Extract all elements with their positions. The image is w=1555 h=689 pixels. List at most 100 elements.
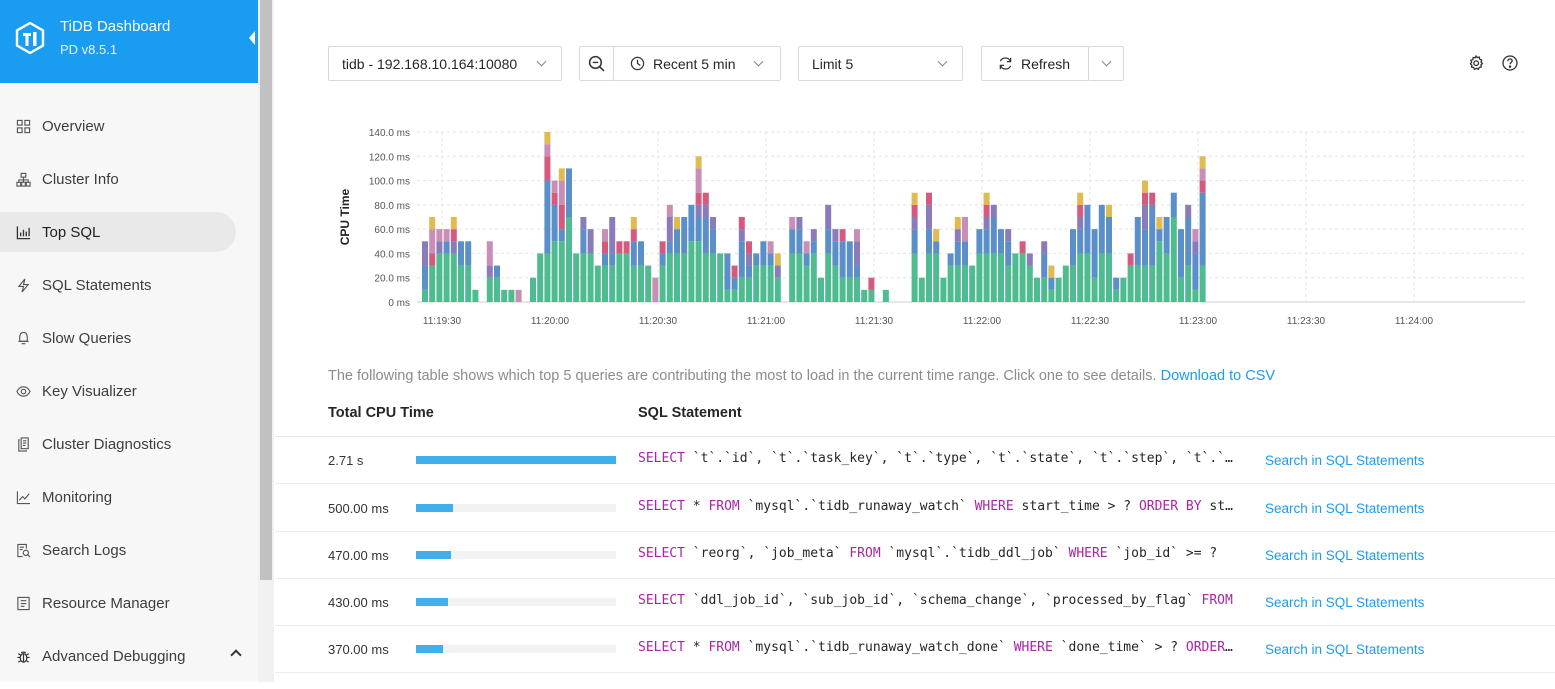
chart-bar-segment xyxy=(472,289,479,302)
sidebar-item-advanced-debugging[interactable]: Advanced Debugging xyxy=(0,636,258,676)
chart-bar-segment xyxy=(832,241,839,266)
y-tick-label: 60.0 ms xyxy=(374,225,410,236)
lightning-icon xyxy=(16,278,31,293)
chart-bar-segment xyxy=(443,229,450,242)
chart-bar-segment xyxy=(558,204,565,230)
chart-bar-segment xyxy=(1091,277,1098,302)
limit-select[interactable]: Limit 5 xyxy=(798,46,963,81)
chart-bar-segment xyxy=(954,241,961,266)
cpu-time: 2.71 s xyxy=(328,453,364,468)
chart-bar-segment xyxy=(926,192,932,205)
chart-bar-segment xyxy=(760,265,767,302)
chart-bar-segment xyxy=(616,241,623,254)
column-header-cpu[interactable]: Total CPU Time xyxy=(328,405,434,421)
time-range-select[interactable]: Recent 5 min xyxy=(613,46,781,81)
chart-bar-segment xyxy=(1098,204,1105,254)
chart-bar-segment xyxy=(724,253,731,290)
sidebar-item-monitoring[interactable]: Monitoring xyxy=(0,477,258,517)
x-tick-label: 11:21:00 xyxy=(747,316,786,327)
search-in-sql-statements-link[interactable]: Search in SQL Statements xyxy=(1265,548,1425,563)
instance-select-value: tidb - 192.168.10.164:10080 xyxy=(342,55,518,72)
instance-select[interactable]: tidb - 192.168.10.164:10080 xyxy=(328,46,562,81)
zoom-out-button[interactable] xyxy=(579,46,614,81)
sidebar-item-label: Slow Queries xyxy=(42,329,132,347)
chart-bar-segment xyxy=(1005,229,1012,242)
chart-bar-segment xyxy=(753,253,760,266)
sidebar-item-sql-statements[interactable]: SQL Statements xyxy=(0,265,258,305)
table-row[interactable]: 2.71 s SELECT `t`.`id`, `t`.`task_key`, … xyxy=(275,437,1555,484)
search-in-sql-statements-link[interactable]: Search in SQL Statements xyxy=(1265,642,1425,657)
chart-bar-segment xyxy=(810,241,817,254)
collapse-sidebar-icon[interactable] xyxy=(249,31,255,45)
help-icon[interactable] xyxy=(1502,55,1518,71)
table-row[interactable]: 430.00 ms SELECT `ddl_job_id`, `sub_job_… xyxy=(275,579,1555,626)
sidebar-item-slow-queries[interactable]: Slow Queries xyxy=(0,318,258,358)
download-csv-link[interactable]: Download to CSV xyxy=(1160,368,1276,384)
sidebar-scrollbar[interactable] xyxy=(258,0,274,682)
chart-bar-segment xyxy=(1178,277,1184,302)
chart-bar-segment xyxy=(1199,192,1206,266)
sql-text: start_time xyxy=(1209,499,1240,514)
search-in-sql-statements-link[interactable]: Search in SQL Statements xyxy=(1265,595,1425,610)
chart-bar-segment xyxy=(854,277,860,302)
chart-bar-segment xyxy=(1192,229,1199,242)
expand-caret-icon[interactable] xyxy=(230,649,242,661)
chart-bar-segment xyxy=(1041,241,1048,254)
chart-bar-segment xyxy=(746,265,752,278)
sql-keyword: ORDER BY xyxy=(1138,499,1202,514)
table-row[interactable]: 500.00 ms SELECT * FROM `mysql`.`tidb_ru… xyxy=(275,485,1555,532)
chart-bar-segment xyxy=(486,265,493,278)
chart-bar-segment xyxy=(854,229,860,242)
sidebar-item-cluster-info[interactable]: Cluster Info xyxy=(0,159,258,199)
refresh-button[interactable]: Refresh xyxy=(981,46,1089,81)
chart-bar-segment xyxy=(674,253,680,302)
chart-bar-segment xyxy=(450,229,457,242)
chart-bar-segment xyxy=(911,204,918,217)
sidebar-item-cluster-diagnostics[interactable]: Cluster Diagnostics xyxy=(0,424,258,464)
chart-bar-segment xyxy=(1070,265,1076,302)
chart-bar-segment xyxy=(983,204,990,217)
table-row[interactable]: 370.00 ms SELECT * FROM `mysql`.`tidb_ru… xyxy=(275,626,1555,673)
chart-bar-segment xyxy=(724,289,731,302)
table-header: Total CPU Time SQL Statement xyxy=(275,396,1555,437)
sidebar-item-overview[interactable]: Overview xyxy=(0,106,258,146)
chart-bar-segment xyxy=(832,229,839,242)
chart-bar-segment xyxy=(810,229,817,242)
chart-bar-segment xyxy=(918,277,925,302)
chart-bar-segment xyxy=(630,241,637,266)
chart-bar-segment xyxy=(681,253,688,302)
chart-bar-segment xyxy=(1077,192,1084,205)
search-in-sql-statements-link[interactable]: Search in SQL Statements xyxy=(1265,501,1425,516)
search-in-sql-statements-link[interactable]: Search in SQL Statements xyxy=(1265,453,1425,468)
chart-bar-segment xyxy=(702,253,709,302)
chart-bar-segment xyxy=(450,217,457,230)
refresh-options-dropdown[interactable] xyxy=(1088,46,1124,81)
sidebar-item-key-visualizer[interactable]: Key Visualizer xyxy=(0,371,258,411)
x-tick-label: 11:23:00 xyxy=(1179,316,1218,327)
chart-bar-segment xyxy=(1062,265,1069,302)
chevron-down-icon xyxy=(753,56,764,67)
chart-bar-segment xyxy=(1026,253,1033,266)
chart-bar-segment xyxy=(1199,156,1206,169)
gear-icon[interactable] xyxy=(1468,55,1484,71)
sidebar-item-search-logs[interactable]: Search Logs xyxy=(0,530,258,570)
chart-bar-segment xyxy=(796,229,803,254)
sidebar-item-resource-manager[interactable]: Resource Manager xyxy=(0,583,258,623)
chart-bar-segment xyxy=(983,192,990,205)
sidebar-item-top-sql[interactable]: Top SQL xyxy=(0,212,236,252)
cpu-bar xyxy=(416,598,616,606)
top-sql-chart[interactable]: 0 ms 20.0 ms 40.0 ms 60.0 ms 80.0 ms 100.0 ms… xyxy=(325,118,1525,333)
chart-bar-segment xyxy=(846,241,853,278)
sidebar-item-label: Advanced Debugging xyxy=(42,647,186,665)
chart-bar-segment xyxy=(839,241,846,278)
chart-bar-segment xyxy=(796,217,803,230)
chart-bar-segment xyxy=(659,241,666,254)
scrollbar-thumb[interactable] xyxy=(260,0,272,580)
cpu-bar xyxy=(416,645,616,653)
table-row[interactable]: 470.00 ms SELECT `reorg`, `job_meta` FRO… xyxy=(275,532,1555,579)
chart-bar-segment xyxy=(1163,253,1170,302)
sql-statement: SELECT * FROM `mysql`.`tidb_runaway_watc… xyxy=(638,499,1240,514)
sidebar-item-label: Resource Manager xyxy=(42,594,170,612)
bug-icon xyxy=(16,649,31,664)
chart-bar-segment xyxy=(1048,277,1055,290)
